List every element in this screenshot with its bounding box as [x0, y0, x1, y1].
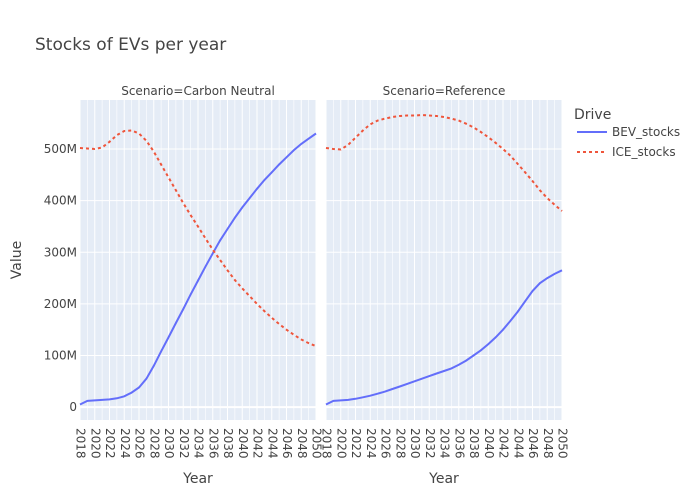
y-tick-label: 0	[69, 400, 77, 414]
x-tick-label: 2030	[408, 428, 422, 459]
legend: Drive BEV_stocks ICE_stocks	[574, 107, 680, 159]
legend-title: Drive	[574, 107, 611, 123]
facet-reference: 2018 2020 2022 2024 2026 2028 2030 2032 2034 2036…	[320, 100, 570, 459]
y-tick-label: 200M	[44, 297, 77, 311]
x-tick-label: 2048	[295, 428, 309, 459]
x-tick-label: 2036	[206, 428, 220, 459]
x-tick-label: 2026	[379, 428, 393, 459]
y-axis: 0 100M 200M 300M 400M 500M	[44, 142, 77, 414]
y-tick-label: 500M	[44, 142, 77, 156]
x-tick-label: 2040	[236, 428, 250, 459]
facet-title-reference: Scenario=Reference	[383, 84, 506, 98]
x-tick-label: 2040	[482, 428, 496, 459]
x-tick-label: 2034	[438, 428, 452, 459]
x-tick-label: 2032	[423, 428, 437, 459]
x-tick-label: 2036	[452, 428, 466, 459]
x-tick-label: 2050	[556, 428, 570, 459]
x-tick-label: 2022	[103, 428, 117, 459]
x-tick-label: 2024	[364, 428, 378, 459]
x-tick-label: 2030	[162, 428, 176, 459]
x-tick-label: 2038	[467, 428, 481, 459]
x-tick-label: 2046	[280, 428, 294, 459]
x-tick-label: 2026	[133, 428, 147, 459]
x-tick-label: 2034	[192, 428, 206, 459]
x-tick-label: 2018	[74, 428, 88, 459]
x-axis-title-carbon-neutral: Year	[182, 471, 213, 487]
x-tick-label: 2020	[88, 428, 102, 459]
x-tick-label: 2028	[393, 428, 407, 459]
x-tick-label: 2022	[349, 428, 363, 459]
series-line-bev_stocks[interactable]	[79, 132, 317, 406]
x-tick-label: 2028	[147, 428, 161, 459]
legend-label-ice: ICE_stocks	[612, 145, 676, 159]
y-tick-label: 300M	[44, 245, 77, 259]
facet-carbon-neutral: 2018 2020 2022 2024 2026 2028 2030 2032 2034 2036…	[74, 100, 324, 459]
y-tick-label: 400M	[44, 194, 77, 208]
x-tick-label: 2042	[251, 428, 265, 459]
x-tick-label: 2038	[221, 428, 235, 459]
y-axis-title: Value	[9, 241, 25, 279]
x-tick-label: 2032	[177, 428, 191, 459]
x-tick-label: 2044	[265, 428, 279, 459]
x-tick-label: 2018	[320, 428, 334, 459]
chart-title: Stocks of EVs per year	[35, 35, 226, 55]
x-tick-label: 2050	[310, 428, 324, 459]
x-tick-label: 2046	[526, 428, 540, 459]
legend-label-bev: BEV_stocks	[612, 125, 680, 139]
series-line-ice_stocks[interactable]	[79, 129, 317, 348]
x-tick-label: 2044	[511, 428, 525, 459]
y-tick-label: 100M	[44, 348, 77, 362]
x-tick-label: 2024	[118, 428, 132, 459]
x-axis-title-reference: Year	[428, 471, 459, 487]
series-line-bev_stocks[interactable]	[325, 269, 563, 406]
legend-item-bev[interactable]: BEV_stocks	[577, 125, 680, 139]
facet-title-carbon-neutral: Scenario=Carbon Neutral	[121, 84, 275, 98]
x-tick-label: 2042	[497, 428, 511, 459]
x-tick-label: 2048	[541, 428, 555, 459]
legend-item-ice[interactable]: ICE_stocks	[577, 145, 676, 159]
x-tick-label: 2020	[334, 428, 348, 459]
